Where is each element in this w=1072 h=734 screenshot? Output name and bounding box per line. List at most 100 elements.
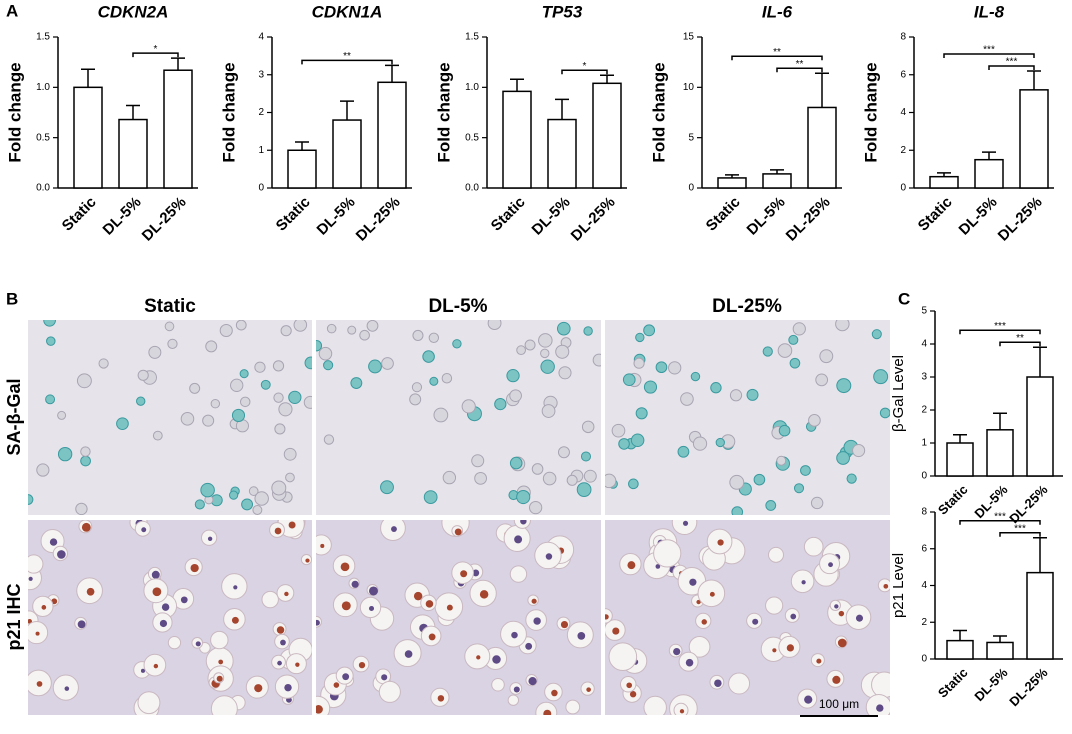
lacuna	[261, 590, 279, 609]
significance-label: **	[796, 59, 804, 70]
y-tick-label: 6	[900, 69, 906, 80]
cell	[333, 682, 340, 688]
chart-title: CDKN2A	[98, 2, 169, 21]
cell	[151, 570, 160, 579]
significance-label: ***	[1014, 523, 1026, 534]
cell	[635, 332, 645, 343]
cell	[283, 447, 297, 461]
cell	[280, 639, 286, 646]
row-header: SA-β-Gal	[4, 379, 24, 456]
cell	[241, 498, 254, 511]
significance-label: *	[154, 44, 158, 55]
error-bar	[555, 98, 569, 120]
cell	[520, 520, 527, 525]
cell	[202, 414, 215, 427]
y-tick-label: 4	[921, 580, 927, 591]
cell	[366, 320, 379, 332]
cell	[43, 320, 56, 327]
error-bar	[953, 629, 967, 641]
cell	[819, 349, 834, 364]
cell	[45, 394, 56, 405]
y-tick-label: 0.5	[36, 132, 50, 143]
y-tick-label: 4	[900, 107, 906, 118]
cell	[778, 424, 791, 437]
y-tick-label: 1.5	[465, 32, 479, 43]
error-bar	[937, 172, 951, 177]
error-bar	[993, 412, 1007, 430]
y-axis-label: Fold change	[434, 62, 453, 162]
y-tick-label: 0	[688, 183, 694, 194]
cell	[808, 414, 821, 427]
cell	[556, 321, 571, 336]
cell	[513, 686, 520, 693]
y-axis-label: β-Gal Level	[890, 355, 907, 432]
cell	[28, 576, 33, 581]
row-header: p21 IHC	[4, 583, 24, 650]
significance-bracket	[988, 65, 1035, 70]
error-bar	[982, 151, 996, 160]
column-header: DL-5%	[428, 296, 487, 317]
y-tick-label: 2	[921, 617, 927, 628]
lacuna	[565, 699, 581, 715]
micrograph	[605, 320, 890, 515]
panel-label: A	[6, 1, 18, 20]
cell	[472, 569, 480, 577]
cell	[583, 469, 597, 483]
bar	[974, 158, 1004, 189]
significance-bracket	[301, 59, 393, 65]
column-header: DL-25%	[712, 296, 782, 317]
y-tick-label: 2	[258, 107, 264, 118]
panel-label: C	[898, 289, 910, 308]
cell	[452, 339, 462, 349]
cell	[460, 570, 468, 578]
cell	[159, 619, 168, 628]
cell	[284, 591, 289, 597]
cell	[140, 668, 146, 673]
bar	[762, 173, 792, 189]
cell	[428, 633, 436, 641]
cell	[516, 489, 531, 505]
cell	[180, 412, 195, 426]
cell	[576, 482, 592, 497]
cell	[525, 642, 533, 650]
x-tick-label: DL-25%	[1006, 665, 1051, 710]
micrograph	[316, 520, 601, 715]
cell	[838, 610, 845, 617]
cell	[540, 348, 550, 359]
cell	[717, 539, 724, 546]
error-bar	[993, 635, 1007, 643]
cell	[772, 648, 777, 653]
cell	[81, 522, 91, 532]
error-bar	[340, 100, 354, 121]
cell	[164, 321, 175, 332]
cell	[429, 376, 439, 386]
cell	[793, 483, 805, 494]
cell	[592, 353, 601, 367]
y-tick-label: 0.5	[465, 132, 479, 143]
cell	[41, 605, 47, 610]
cell	[231, 616, 239, 624]
cell	[200, 482, 215, 498]
y-tick-label: 5	[688, 132, 694, 143]
bar	[807, 106, 837, 189]
cell	[284, 683, 292, 692]
cell	[752, 618, 759, 625]
cell	[474, 471, 487, 485]
x-tick-label: Static	[703, 194, 744, 235]
bar	[717, 177, 747, 189]
cell	[580, 451, 592, 462]
significance-label: **	[1016, 333, 1024, 344]
cell	[633, 357, 645, 369]
cell	[271, 480, 287, 496]
bar	[986, 641, 1014, 660]
error-bar	[1033, 536, 1047, 573]
x-tick-label: DL-25%	[139, 194, 190, 245]
cell	[492, 655, 501, 664]
micrograph	[316, 320, 601, 515]
cell	[254, 361, 266, 373]
cell	[28, 494, 34, 505]
cell	[323, 434, 335, 445]
cell	[316, 340, 323, 352]
lacuna	[653, 539, 682, 568]
lacuna	[210, 630, 229, 650]
